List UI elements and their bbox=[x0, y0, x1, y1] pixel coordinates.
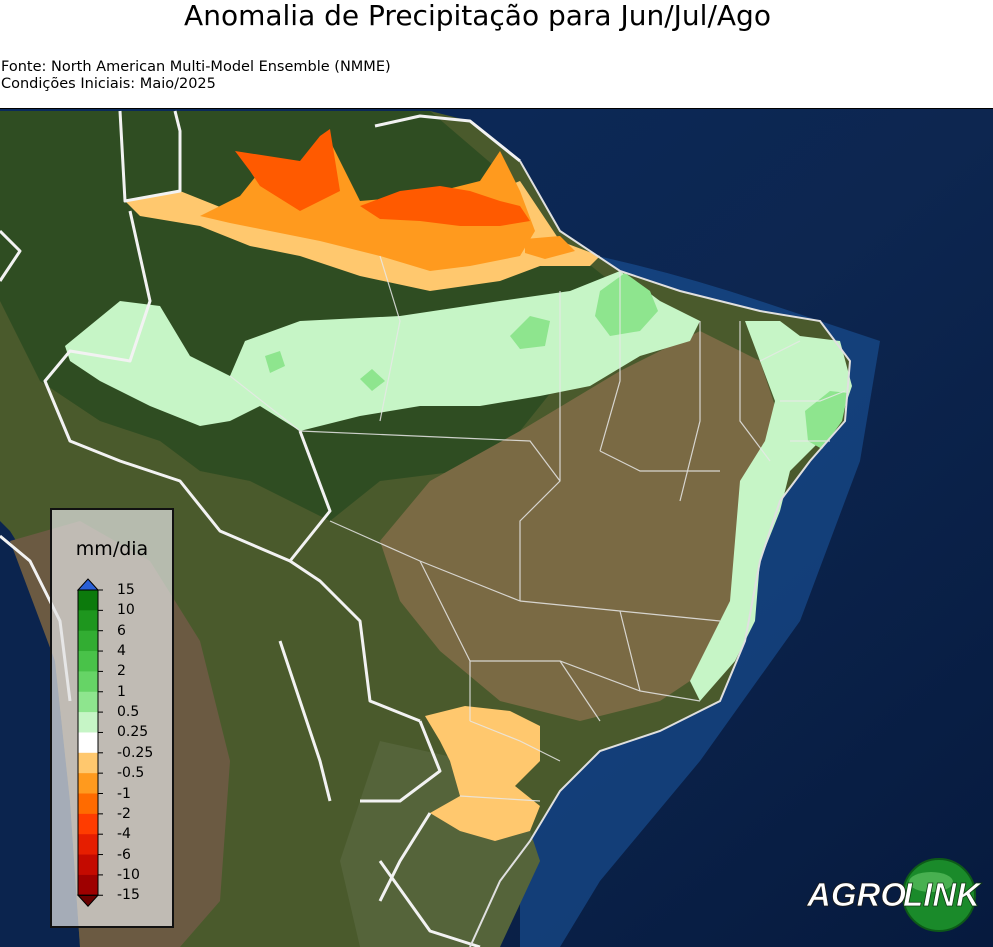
legend-swatch bbox=[78, 854, 98, 876]
legend-colorbar bbox=[76, 578, 103, 907]
legend-swatch bbox=[78, 813, 98, 835]
anomaly-neg-dark-north-west bbox=[235, 129, 340, 211]
anomaly-neg-south bbox=[425, 706, 540, 841]
legend-swatch bbox=[78, 793, 98, 815]
anomaly-pos-patch-1 bbox=[595, 273, 658, 336]
legend-tick-label: 1 bbox=[117, 683, 126, 700]
legend-swatch bbox=[78, 610, 98, 632]
anomaly-pos-patch-2 bbox=[510, 316, 550, 349]
legend-bottom-arrow bbox=[76, 894, 100, 907]
legend-swatch bbox=[78, 630, 98, 652]
legend-tick-label: 10 bbox=[117, 602, 135, 619]
legend-tick-label: 0.25 bbox=[117, 724, 149, 741]
legend-tick-label: -0.25 bbox=[117, 744, 154, 761]
anomaly-pos-patch-3 bbox=[265, 351, 285, 373]
logo-word2: LINK bbox=[903, 876, 982, 913]
legend-swatch bbox=[78, 773, 98, 794]
legend-swatch bbox=[78, 712, 98, 733]
legend-swatch bbox=[78, 752, 98, 774]
legend-swatch bbox=[78, 671, 98, 693]
legend-tick-label: -0.5 bbox=[117, 765, 145, 782]
legend-bar-outline bbox=[77, 589, 99, 896]
anomaly-pos-patch-5 bbox=[805, 391, 848, 449]
interior-savanna bbox=[380, 331, 780, 721]
legend-tick-label: 2 bbox=[117, 663, 126, 680]
legend-tick-label: -2 bbox=[117, 805, 131, 822]
initial-conditions-text: Condições Iniciais: Maio/2025 bbox=[1, 76, 216, 92]
legend-tick-label: -15 bbox=[117, 887, 140, 904]
legend-tick-label: -4 bbox=[117, 826, 131, 843]
anomaly-pos-band bbox=[65, 271, 700, 431]
legend-swatch bbox=[78, 590, 98, 611]
legend-swatch bbox=[78, 651, 98, 672]
coastline bbox=[469, 160, 852, 947]
legend-swatch bbox=[78, 691, 98, 713]
legend-swatch bbox=[78, 874, 98, 896]
legend-tick-label: 4 bbox=[117, 643, 126, 660]
logo-word1: AGRO bbox=[806, 876, 906, 913]
state-borders bbox=[229, 255, 846, 802]
anomaly-pos-patch-4 bbox=[360, 369, 385, 391]
legend-top-arrow bbox=[76, 578, 100, 591]
source-text: Fonte: North American Multi-Model Ensemb… bbox=[1, 59, 391, 75]
legend-tick-label: -1 bbox=[117, 785, 131, 802]
legend-tick-label: -10 bbox=[117, 866, 140, 883]
map-title: Anomalia de Precipitação para Jun/Jul/Ag… bbox=[184, 0, 771, 32]
anomaly-neg-dark-north-east bbox=[360, 186, 530, 226]
legend-tick-label: 15 bbox=[117, 582, 135, 598]
legend-tick-label: 6 bbox=[117, 622, 126, 639]
agrolink-logo: AGRO LINK bbox=[806, 858, 983, 932]
legend-tick-label: 0.5 bbox=[117, 704, 140, 721]
anomaly-neg-coast-patch bbox=[525, 236, 575, 259]
legend-swatch bbox=[78, 732, 98, 754]
legend: mm/dia 15 10 6 4 2 1 0.5 0.25 -0.25 -0.5 -1 -2 -4 -6 -… bbox=[50, 508, 174, 928]
legend-swatch bbox=[78, 834, 98, 856]
legend-tick-label: -6 bbox=[117, 846, 131, 863]
legend-unit: mm/dia bbox=[75, 538, 149, 560]
